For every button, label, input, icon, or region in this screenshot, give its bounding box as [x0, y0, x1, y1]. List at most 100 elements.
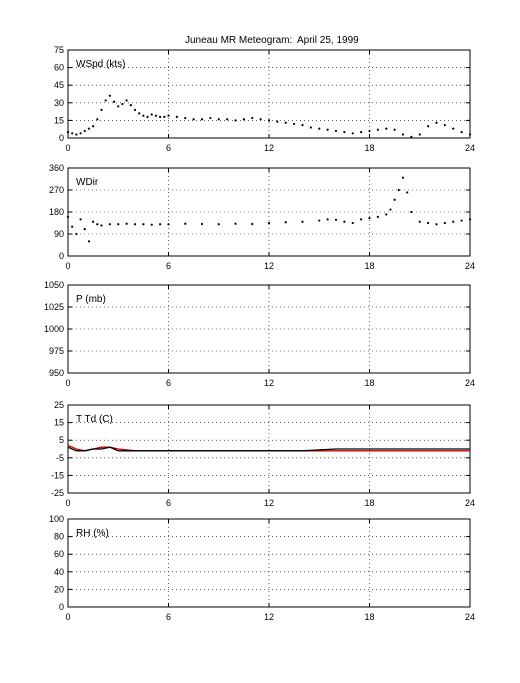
panel-label: T Td (C) — [76, 414, 113, 425]
data-point — [154, 114, 158, 117]
data-point — [410, 210, 413, 214]
y-tick-label: 5 — [59, 435, 64, 445]
data-point — [351, 221, 354, 225]
panel-label: P (mb) — [76, 294, 106, 305]
x-tick-label: 24 — [465, 143, 475, 153]
data-point — [142, 114, 145, 117]
data-point — [159, 115, 162, 118]
y-tick-label: 975 — [49, 346, 64, 356]
y-tick-label: -25 — [51, 488, 64, 498]
data-point — [334, 129, 338, 133]
data-point — [460, 219, 463, 222]
data-point — [401, 133, 405, 136]
data-point — [96, 223, 99, 226]
data-point — [393, 128, 396, 131]
y-tick-label: 0 — [59, 602, 64, 612]
data-point — [217, 118, 220, 121]
data-point — [343, 131, 346, 134]
data-point — [75, 232, 78, 236]
data-point — [234, 119, 237, 122]
data-point — [360, 131, 363, 134]
x-tick-label: 18 — [364, 261, 374, 271]
x-tick-label: 6 — [166, 378, 171, 388]
figure-title: Juneau MR Meteogram: — [185, 35, 292, 46]
panel-4: 0 6 12 18 24 0 20 40 60 80 100 RH (%) — [49, 514, 475, 622]
y-tick-label: 0 — [59, 251, 64, 261]
data-point — [284, 121, 287, 124]
data-point — [460, 131, 463, 134]
x-tick-label: 0 — [65, 498, 70, 508]
y-tick-label: 60 — [54, 63, 64, 73]
y-tick-label: 0 — [59, 133, 64, 143]
data-point — [125, 222, 128, 225]
y-tick-label: 15 — [54, 115, 64, 125]
data-point — [343, 220, 346, 223]
data-point — [318, 127, 321, 130]
data-point — [117, 105, 120, 108]
data-point — [397, 188, 400, 192]
data-point — [376, 128, 379, 131]
x-tick-label: 12 — [264, 612, 274, 622]
data-point — [301, 123, 304, 127]
panel-2: 0 6 12 18 24 950 975 1000 1025 1050 P (mb) — [44, 280, 475, 388]
data-point — [368, 129, 371, 133]
x-tick-label: 18 — [364, 612, 374, 622]
data-point — [108, 223, 111, 226]
data-point — [133, 223, 137, 226]
data-point — [468, 218, 472, 221]
y-tick-label: 950 — [49, 368, 64, 378]
data-point — [427, 125, 430, 128]
x-tick-label: 0 — [65, 261, 70, 271]
data-point — [351, 132, 354, 135]
data-point — [83, 129, 86, 133]
y-tick-label: 80 — [54, 532, 64, 542]
data-point — [468, 133, 472, 136]
data-point — [125, 99, 128, 102]
data-point — [452, 220, 455, 223]
x-tick-label: 18 — [364, 498, 374, 508]
data-point — [159, 223, 162, 226]
y-tick-label: 1025 — [44, 302, 64, 312]
data-point — [142, 223, 145, 226]
x-tick-label: 0 — [65, 143, 70, 153]
y-tick-label: 270 — [49, 185, 64, 195]
data-point — [242, 118, 245, 121]
y-tick-label: 60 — [54, 549, 64, 559]
data-point — [251, 222, 254, 226]
y-tick-label: 20 — [54, 584, 64, 594]
y-tick-label: 360 — [49, 163, 64, 173]
data-point — [276, 120, 279, 123]
data-point — [326, 218, 329, 221]
panel-1: 0 6 12 18 24 0 90 180 270 360 WDir — [49, 163, 475, 271]
data-point — [427, 221, 430, 225]
data-point — [393, 198, 396, 201]
x-tick-label: 0 — [65, 378, 70, 388]
data-point — [167, 223, 170, 226]
data-point — [71, 132, 74, 135]
data-point — [163, 115, 166, 118]
x-tick-label: 0 — [65, 612, 70, 622]
data-point — [376, 215, 379, 218]
x-tick-label: 12 — [264, 143, 274, 153]
data-point — [117, 223, 120, 226]
panel-0: 0 6 12 18 24 0 15 30 45 60 75 WSpd (kts) — [54, 45, 475, 153]
data-point — [401, 176, 405, 179]
y-tick-label: 15 — [54, 418, 64, 428]
x-tick-label: 6 — [166, 261, 171, 271]
data-point — [318, 219, 321, 222]
panel-3: 0 6 12 18 24 -25 -15 -5 5 15 25 T Td (C) — [51, 400, 475, 508]
data-point — [410, 135, 413, 138]
data-point — [301, 220, 304, 223]
data-point — [87, 240, 91, 243]
data-point — [435, 121, 438, 124]
data-point — [100, 108, 103, 111]
data-point — [175, 115, 178, 118]
data-point — [146, 115, 149, 118]
data-point — [389, 208, 392, 211]
data-point — [418, 220, 421, 223]
data-point — [66, 131, 70, 134]
x-tick-label: 12 — [264, 498, 274, 508]
x-tick-label: 12 — [264, 261, 274, 271]
x-tick-label: 24 — [465, 498, 475, 508]
